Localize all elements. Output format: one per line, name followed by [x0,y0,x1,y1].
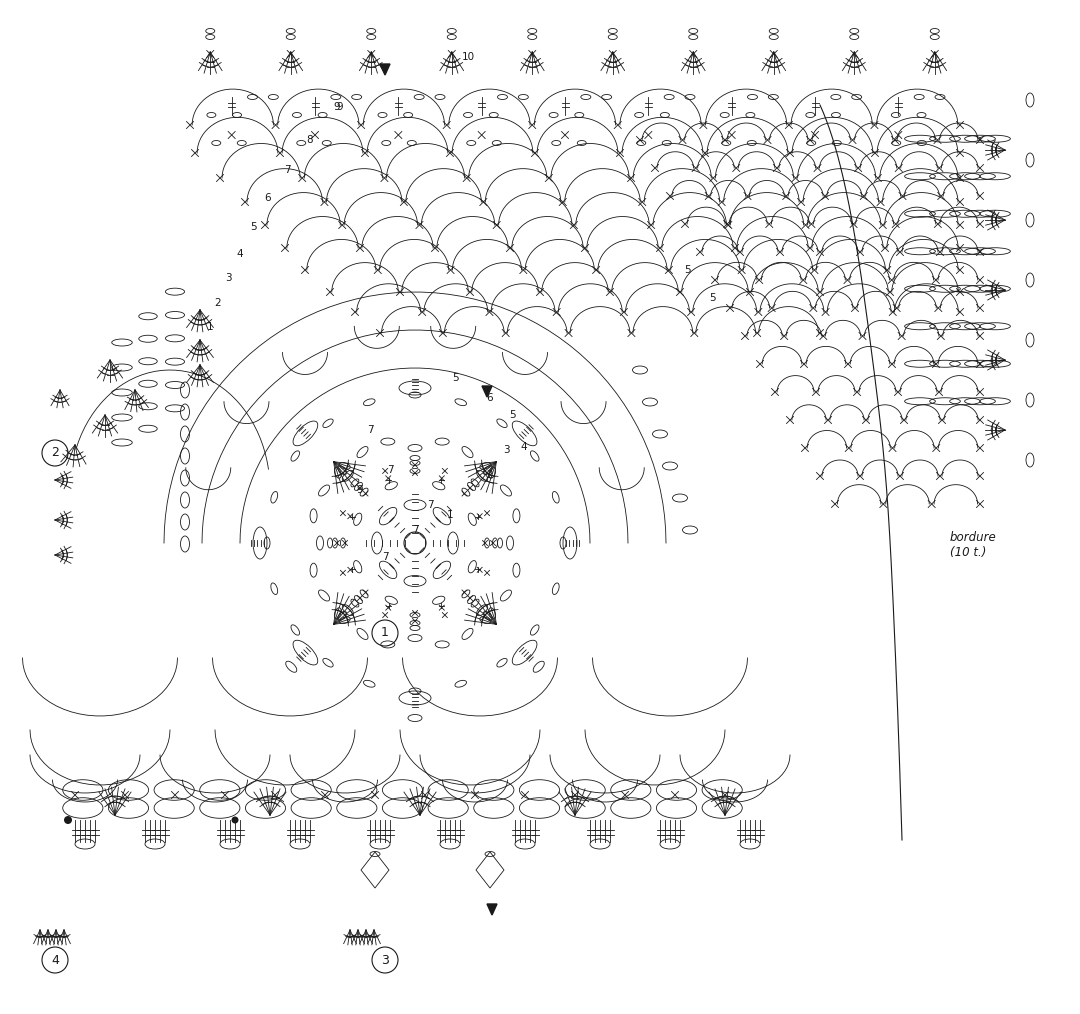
Text: 9: 9 [334,102,340,112]
Text: 6: 6 [487,393,494,403]
Text: 9: 9 [356,485,363,495]
Circle shape [64,816,72,824]
Text: 7: 7 [427,500,433,510]
Text: 7: 7 [367,425,374,435]
Polygon shape [380,64,390,75]
Text: 9: 9 [337,102,343,112]
Text: 1: 1 [206,322,214,332]
Text: 4: 4 [237,249,243,259]
Text: 4: 4 [51,953,59,966]
Text: bordure
(10 t.): bordure (10 t.) [950,531,997,559]
Text: 6: 6 [265,193,271,203]
Circle shape [404,532,426,554]
Text: 7: 7 [387,465,393,475]
Text: 7: 7 [411,525,418,535]
Text: 10: 10 [461,52,474,62]
Text: 5: 5 [249,222,256,232]
Text: 2: 2 [51,446,59,459]
Text: 8: 8 [307,135,313,145]
Text: 5: 5 [451,373,458,383]
Polygon shape [482,386,492,397]
Text: 3: 3 [502,445,510,455]
Text: 1: 1 [447,510,454,520]
Text: 3: 3 [225,273,231,283]
Text: 7: 7 [381,552,389,562]
Text: 5: 5 [684,265,690,275]
Text: 5: 5 [509,410,515,420]
Text: 5: 5 [708,293,715,303]
Text: 4: 4 [521,442,527,452]
Circle shape [231,816,239,823]
Text: 1: 1 [381,627,389,640]
Text: 2: 2 [215,298,221,308]
Polygon shape [487,904,497,915]
Text: 7: 7 [284,165,291,175]
Text: 2: 2 [487,470,494,480]
Text: 3: 3 [381,953,389,966]
